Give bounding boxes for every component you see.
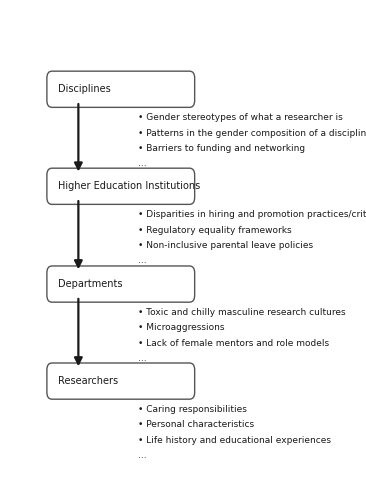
FancyBboxPatch shape: [47, 363, 195, 399]
Text: • Patterns in the gender composition of a discipline: • Patterns in the gender composition of …: [138, 128, 366, 138]
Text: • Caring responsibilities: • Caring responsibilities: [138, 405, 247, 414]
Text: • Barriers to funding and networking: • Barriers to funding and networking: [138, 144, 305, 153]
Text: • Disparities in hiring and promotion practices/criteria: • Disparities in hiring and promotion pr…: [138, 210, 366, 219]
Text: ...: ...: [138, 160, 146, 168]
Text: • Personal characteristics: • Personal characteristics: [138, 420, 254, 430]
FancyBboxPatch shape: [47, 266, 195, 302]
Text: • Gender stereotypes of what a researcher is: • Gender stereotypes of what a researche…: [138, 113, 343, 122]
Text: • Microaggressions: • Microaggressions: [138, 324, 224, 332]
Text: Higher Education Institutions: Higher Education Institutions: [58, 182, 201, 192]
Text: • Toxic and chilly masculine research cultures: • Toxic and chilly masculine research cu…: [138, 308, 346, 317]
Text: • Regulatory equality frameworks: • Regulatory equality frameworks: [138, 226, 292, 234]
Text: • Lack of female mentors and role models: • Lack of female mentors and role models: [138, 338, 329, 347]
Text: Disciplines: Disciplines: [58, 84, 111, 94]
Text: ...: ...: [138, 256, 146, 266]
Text: • Life history and educational experiences: • Life history and educational experienc…: [138, 436, 331, 445]
Text: Researchers: Researchers: [58, 376, 118, 386]
Text: Departments: Departments: [58, 279, 123, 289]
FancyBboxPatch shape: [47, 71, 195, 108]
FancyBboxPatch shape: [47, 168, 195, 204]
Text: ...: ...: [138, 451, 146, 460]
Text: • Non-inclusive parental leave policies: • Non-inclusive parental leave policies: [138, 241, 313, 250]
Text: ...: ...: [138, 354, 146, 363]
